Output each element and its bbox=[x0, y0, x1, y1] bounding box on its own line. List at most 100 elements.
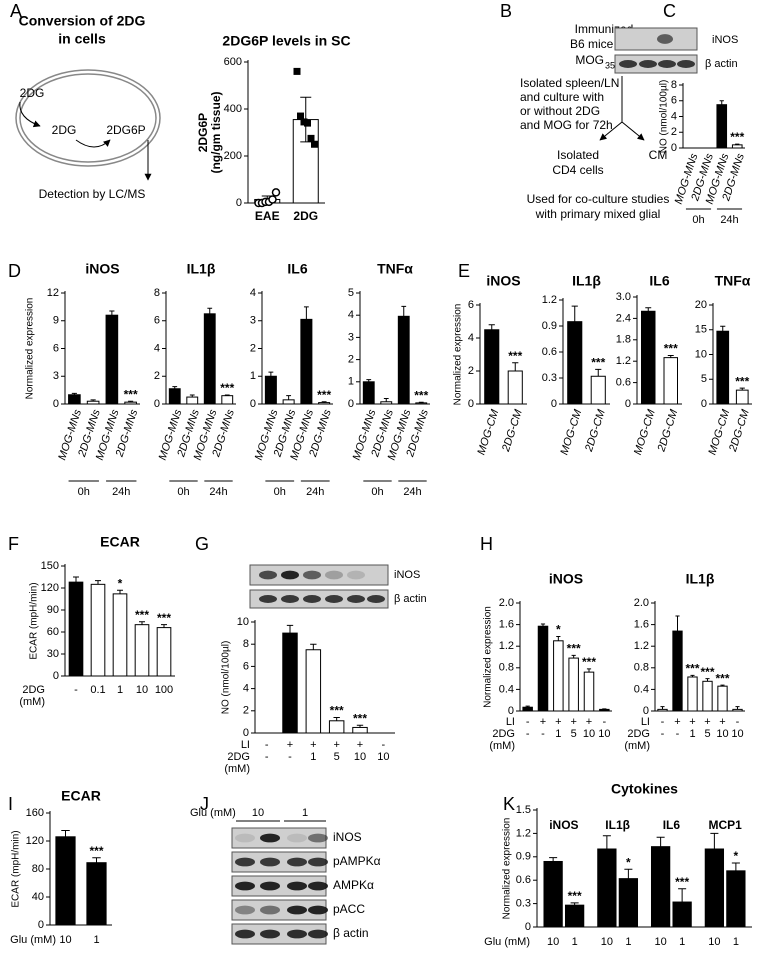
label: or without 2DG bbox=[520, 104, 600, 118]
label: Isolated bbox=[557, 148, 599, 162]
significance: * bbox=[734, 849, 739, 863]
y-tick-label: 1 bbox=[348, 376, 354, 388]
error-bar bbox=[286, 395, 292, 400]
row-value: 10 bbox=[716, 728, 728, 740]
y-tick-label: 3 bbox=[53, 370, 59, 382]
group-label: IL6 bbox=[663, 818, 681, 832]
y-tick-label: 4 bbox=[154, 342, 160, 354]
row-label: 2DG bbox=[627, 728, 650, 740]
row-value: + bbox=[689, 716, 695, 728]
significance: *** bbox=[730, 130, 744, 144]
row-value: - bbox=[676, 728, 680, 740]
error-bar bbox=[366, 379, 372, 382]
error-bar bbox=[571, 305, 578, 322]
y-axis-label: (ng/gm tissue) bbox=[209, 91, 223, 173]
row-value: 10 bbox=[583, 728, 595, 740]
y-tick-label: 150 bbox=[41, 560, 59, 572]
cell bbox=[15, 69, 161, 167]
bar bbox=[672, 901, 692, 928]
row-value: - bbox=[661, 716, 665, 728]
row-value: - bbox=[381, 739, 385, 751]
y-tick-label: 0 bbox=[468, 398, 474, 410]
panel-label: F bbox=[8, 534, 19, 554]
error-bar bbox=[92, 857, 101, 863]
row-value: + bbox=[357, 739, 363, 751]
group-label: 0h bbox=[177, 486, 189, 498]
error-bar bbox=[128, 400, 134, 403]
y-tick-label: 1.2 bbox=[542, 294, 557, 306]
significance: *** bbox=[567, 642, 581, 656]
x-tick-label: MOG-CM bbox=[475, 407, 501, 456]
band-label: iNOS bbox=[394, 569, 420, 581]
blot-band bbox=[281, 570, 299, 580]
blot-band bbox=[347, 570, 365, 580]
band-label: pAMPKα bbox=[333, 854, 381, 868]
error-bar bbox=[720, 325, 726, 332]
data-point bbox=[304, 119, 311, 127]
row-value: 10 bbox=[601, 936, 613, 948]
y-tick-label: 20 bbox=[695, 299, 707, 311]
error-bar bbox=[645, 307, 652, 312]
bar bbox=[305, 649, 322, 734]
blot-band bbox=[287, 929, 307, 939]
y-tick-label: 0 bbox=[625, 398, 631, 410]
y-tick-label: 0 bbox=[53, 670, 59, 682]
bar bbox=[568, 657, 579, 712]
band-label: iNOS bbox=[712, 34, 738, 46]
row-value: + bbox=[555, 716, 561, 728]
row-value: 10 bbox=[136, 684, 148, 696]
blot-band bbox=[308, 905, 328, 915]
blot-band bbox=[308, 857, 328, 867]
label: Isolated spleen/LN bbox=[520, 76, 619, 90]
blot-band bbox=[325, 595, 343, 603]
group-label: IL1β bbox=[605, 818, 630, 832]
significance: *** bbox=[675, 875, 689, 889]
row-unit: (mM) bbox=[489, 740, 515, 752]
bar bbox=[484, 329, 500, 405]
bar bbox=[567, 321, 583, 405]
bar bbox=[68, 581, 84, 677]
y-tick-label: 600 bbox=[224, 56, 242, 68]
data-point bbox=[297, 112, 304, 120]
error-bar bbox=[189, 394, 195, 398]
x-tick-label: MOG-CM bbox=[632, 407, 658, 456]
bar bbox=[657, 708, 668, 712]
group-label: 24h bbox=[112, 486, 130, 498]
bar bbox=[618, 878, 639, 928]
bar bbox=[203, 313, 216, 405]
significance: *** bbox=[330, 704, 344, 718]
row-value: 10 bbox=[655, 936, 667, 948]
y-tick-label: 1.2 bbox=[499, 640, 514, 652]
bar bbox=[282, 632, 298, 734]
row-value: - bbox=[265, 739, 269, 751]
significance: *** bbox=[414, 388, 428, 402]
chart-title: Cytokines bbox=[611, 781, 678, 797]
label: CM bbox=[649, 148, 668, 162]
x-tick-label: 2DG-CM bbox=[655, 407, 680, 454]
label: and culture with bbox=[520, 90, 604, 104]
bar bbox=[380, 401, 393, 405]
y-axis-label: ECAR (mpH/min) bbox=[11, 830, 22, 907]
significance: *** bbox=[568, 889, 582, 903]
y-tick-label: 1 bbox=[250, 370, 256, 382]
error-bar bbox=[207, 307, 213, 314]
y-tick-label: 1.5 bbox=[516, 804, 531, 816]
bar bbox=[650, 846, 671, 928]
significance: *** bbox=[317, 388, 331, 402]
y-tick-label: 8 bbox=[243, 638, 249, 650]
y-tick-label: 0 bbox=[701, 398, 707, 410]
y-tick-label: 2 bbox=[243, 705, 249, 717]
blot-band bbox=[259, 595, 277, 603]
row-value: 1 bbox=[733, 936, 739, 948]
error-bar bbox=[94, 580, 102, 585]
error-bar bbox=[488, 324, 495, 330]
error-bar bbox=[656, 836, 665, 847]
y-tick-label: 2 bbox=[250, 342, 256, 354]
blot-band bbox=[658, 60, 676, 68]
row-value: + bbox=[586, 716, 592, 728]
error-bar bbox=[660, 706, 665, 710]
error-bar bbox=[678, 888, 687, 903]
bar bbox=[537, 625, 549, 712]
y-tick-label: 120 bbox=[41, 582, 59, 594]
error-bar bbox=[512, 362, 519, 371]
